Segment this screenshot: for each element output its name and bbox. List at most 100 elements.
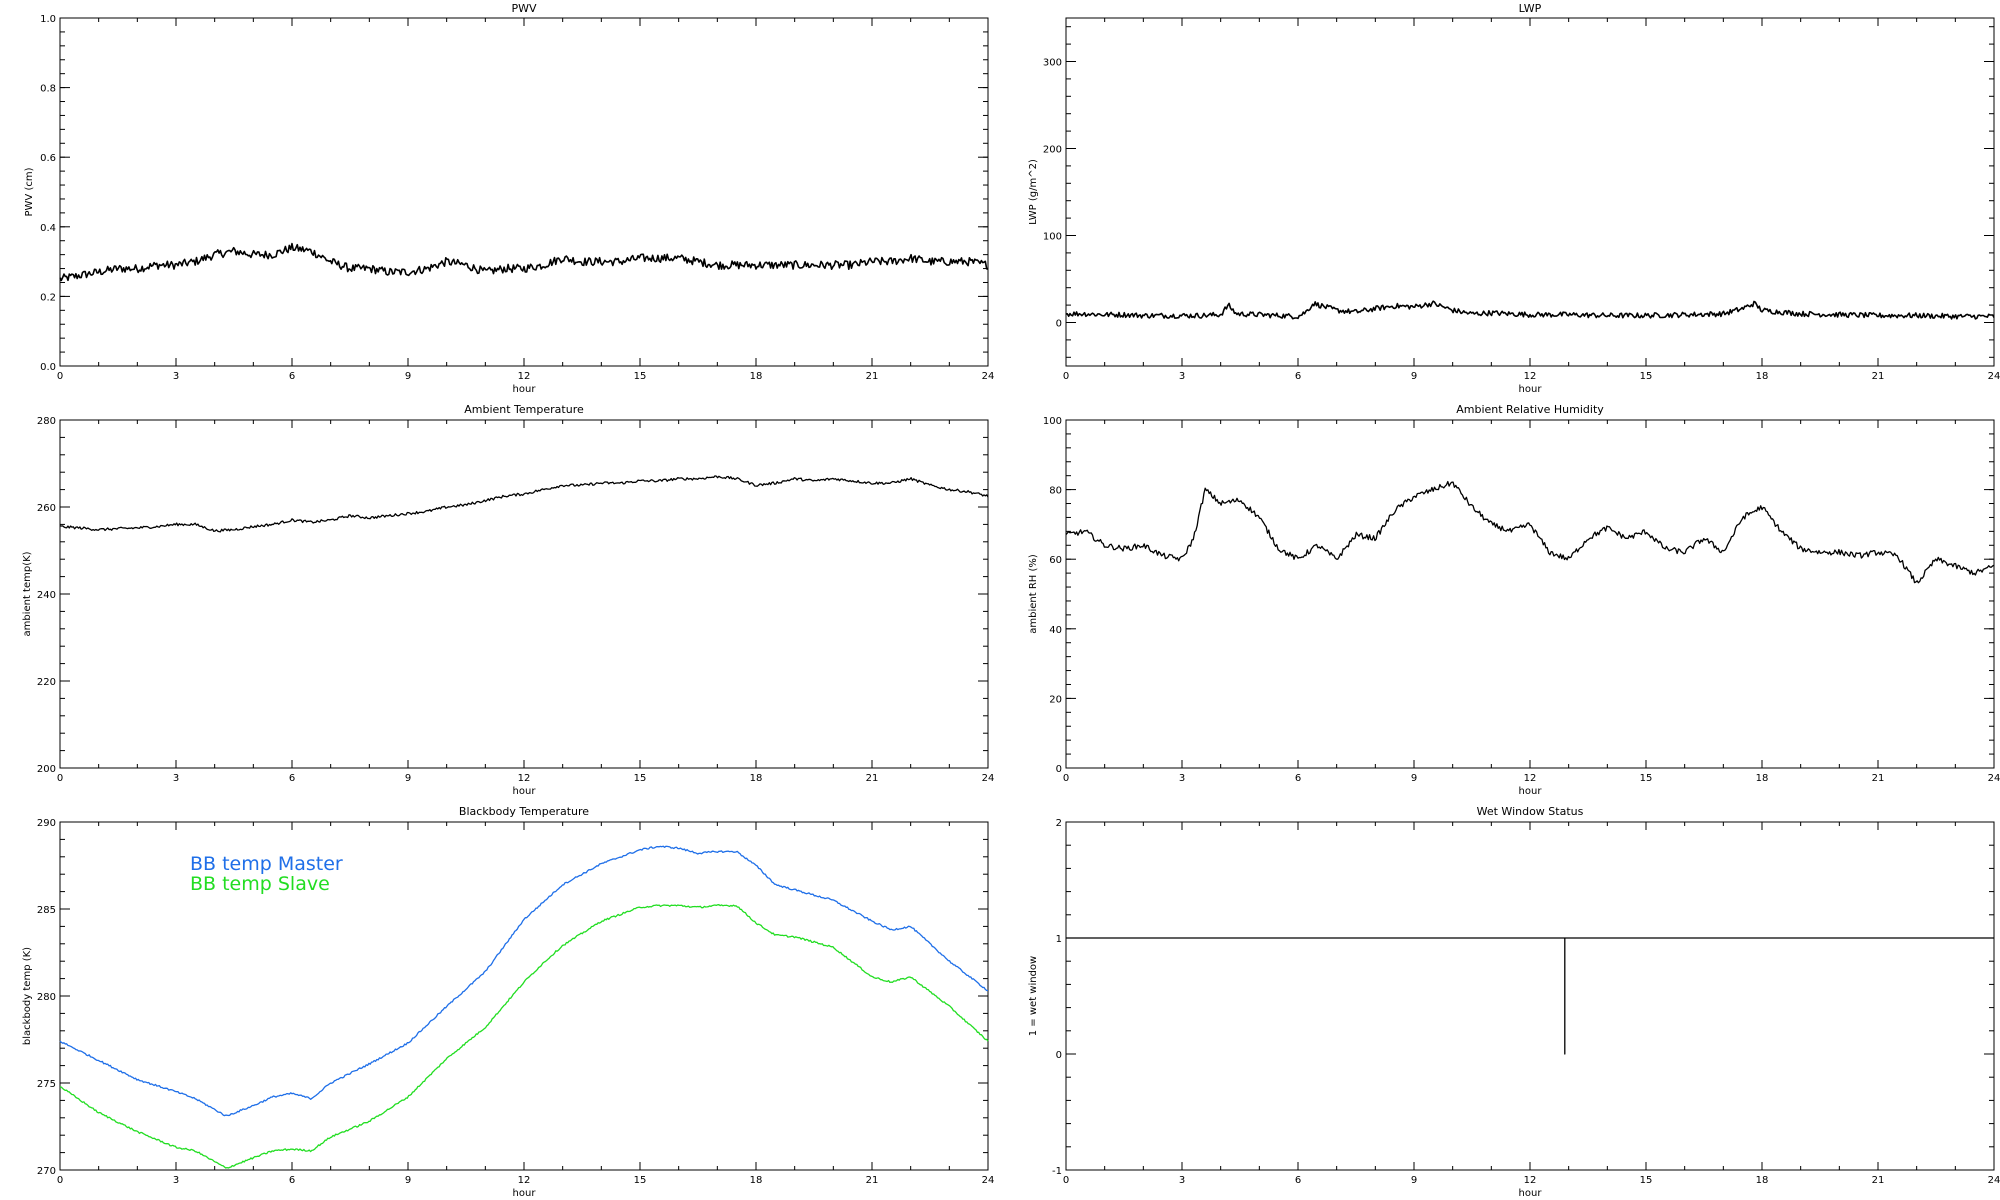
y-tick-label: 260 [37, 503, 56, 514]
x-tick-label: 3 [173, 773, 179, 784]
x-axis: 0 3 6 9 12 15 18 21 24 [1063, 420, 2000, 784]
y-tick-label: 280 [37, 416, 56, 427]
panel-blackbody-temperature: Blackbody Temperature 0 3 6 9 12 15 18 21 24 270… [22, 805, 994, 1199]
x-tick-label: 3 [1179, 371, 1185, 382]
x-tick-label: 15 [634, 371, 647, 382]
x-tick-label: 0 [57, 773, 63, 784]
series-layer [59, 845, 989, 1169]
y-tick-label: 300 [1043, 58, 1062, 69]
x-tick-label: 9 [405, 1175, 411, 1186]
x-tick-label: 9 [405, 371, 411, 382]
y-tick-label: 280 [37, 992, 56, 1003]
x-tick-label: 0 [1063, 1175, 1069, 1186]
chart-title: Wet Window Status [1477, 805, 1584, 818]
series-layer [1065, 300, 1995, 320]
y-tick-label: 270 [37, 1166, 56, 1177]
x-axis-label: hour [1519, 786, 1543, 797]
y-tick-label: 0.8 [40, 84, 56, 95]
y-tick-label: 200 [1043, 145, 1062, 156]
series-layer [1065, 480, 1995, 584]
x-tick-label: 9 [1411, 773, 1417, 784]
y-tick-label: 0.6 [40, 153, 56, 164]
x-tick-label: 6 [1295, 1175, 1301, 1186]
chart-title: Ambient Temperature [464, 403, 584, 416]
chart-title: LWP [1519, 2, 1542, 15]
x-axis-label: hour [513, 384, 537, 395]
y-tick-label: 2 [1056, 818, 1062, 829]
panel-ambient-relative-humidity: Ambient Relative Humidity 0 3 6 9 12 15 18 21 24… [1028, 403, 2000, 797]
chart-title: Ambient Relative Humidity [1456, 403, 1604, 416]
x-tick-label: 12 [1524, 371, 1537, 382]
x-tick-label: 6 [1295, 371, 1301, 382]
x-tick-label: 21 [1872, 1175, 1885, 1186]
x-axis-label: hour [513, 1188, 537, 1199]
x-tick-label: 18 [1756, 1175, 1769, 1186]
legend-slave: BB temp Slave [190, 873, 330, 895]
x-tick-label: 15 [634, 773, 647, 784]
y-tick-label: 0.0 [40, 362, 56, 373]
series-line-pwv [59, 242, 989, 282]
x-tick-label: 9 [405, 773, 411, 784]
x-tick-label: 12 [518, 1175, 531, 1186]
chart-title: PWV [511, 2, 537, 15]
y-tick-label: 275 [37, 1079, 56, 1090]
y-tick-label: 220 [37, 677, 56, 688]
x-tick-label: 12 [1524, 1175, 1537, 1186]
y-tick-label: 0.2 [40, 292, 56, 303]
series-line-bb-temp-slave [59, 904, 989, 1169]
panel-pwv: PWV 0 3 6 9 12 15 18 21 24 0.0 0.2 0.4 0.6 0.8 1.0 ho… [24, 2, 994, 395]
chart-title: Blackbody Temperature [459, 805, 589, 818]
y-axis-label: 1 = wet window [1028, 956, 1039, 1036]
y-tick-label: 290 [37, 818, 56, 829]
y-tick-label: 100 [1043, 416, 1062, 427]
y-tick-label: 0 [1056, 319, 1062, 330]
x-tick-label: 15 [634, 1175, 647, 1186]
x-tick-label: 0 [1063, 371, 1069, 382]
x-tick-label: 24 [1988, 773, 2000, 784]
x-tick-label: 18 [1756, 773, 1769, 784]
y-axis-label: ambient RH (%) [1028, 554, 1039, 634]
x-tick-label: 6 [1295, 773, 1301, 784]
y-tick-label: -1 [1052, 1166, 1062, 1177]
y-axis: 0 20 40 60 80 100 [1043, 416, 1994, 775]
x-tick-label: 9 [1411, 1175, 1417, 1186]
x-axis: 0 3 6 9 12 15 18 21 24 [57, 420, 995, 784]
y-tick-label: 1.0 [40, 14, 56, 25]
x-tick-label: 0 [57, 371, 63, 382]
x-tick-label: 24 [982, 773, 995, 784]
x-axis-label: hour [1519, 1188, 1543, 1199]
x-tick-label: 6 [289, 773, 295, 784]
x-tick-label: 21 [1872, 773, 1885, 784]
y-tick-label: 60 [1049, 555, 1062, 566]
x-tick-label: 15 [1640, 371, 1653, 382]
x-tick-label: 9 [1411, 371, 1417, 382]
y-axis: 0 100 200 300 [1043, 26, 1994, 358]
x-axis: 0 3 6 9 12 15 18 21 24 [1063, 822, 2000, 1186]
x-tick-label: 18 [750, 1175, 763, 1186]
x-axis-label: hour [513, 786, 537, 797]
y-tick-label: 0 [1056, 1050, 1062, 1061]
x-tick-label: 21 [866, 1175, 879, 1186]
series-line-ambient-rh [1065, 480, 1995, 584]
y-axis-label: PWV (cm) [24, 167, 35, 216]
y-axis-label: LWP (g/m^2) [1028, 159, 1039, 225]
x-tick-label: 18 [1756, 371, 1769, 382]
x-tick-label: 21 [1872, 371, 1885, 382]
y-axis: 200 220 240 260 280 [37, 416, 988, 775]
y-tick-label: 0 [1056, 764, 1062, 775]
y-tick-label: 100 [1043, 232, 1062, 243]
x-tick-label: 3 [1179, 1175, 1185, 1186]
y-tick-label: 40 [1049, 625, 1062, 636]
x-axis: 0 3 6 9 12 15 18 21 24 [57, 18, 994, 382]
x-tick-label: 0 [57, 1175, 63, 1186]
panel-lwp: LWP 0 3 6 9 12 15 18 21 24 0 100 200 300 hour LWP (… [1028, 2, 2000, 395]
x-tick-label: 24 [1988, 1175, 2000, 1186]
x-tick-label: 3 [173, 1175, 179, 1186]
series-layer [1066, 937, 1994, 1055]
y-tick-label: 285 [37, 905, 56, 916]
x-tick-label: 24 [1988, 371, 2000, 382]
x-tick-label: 12 [518, 773, 531, 784]
x-tick-label: 21 [866, 773, 879, 784]
